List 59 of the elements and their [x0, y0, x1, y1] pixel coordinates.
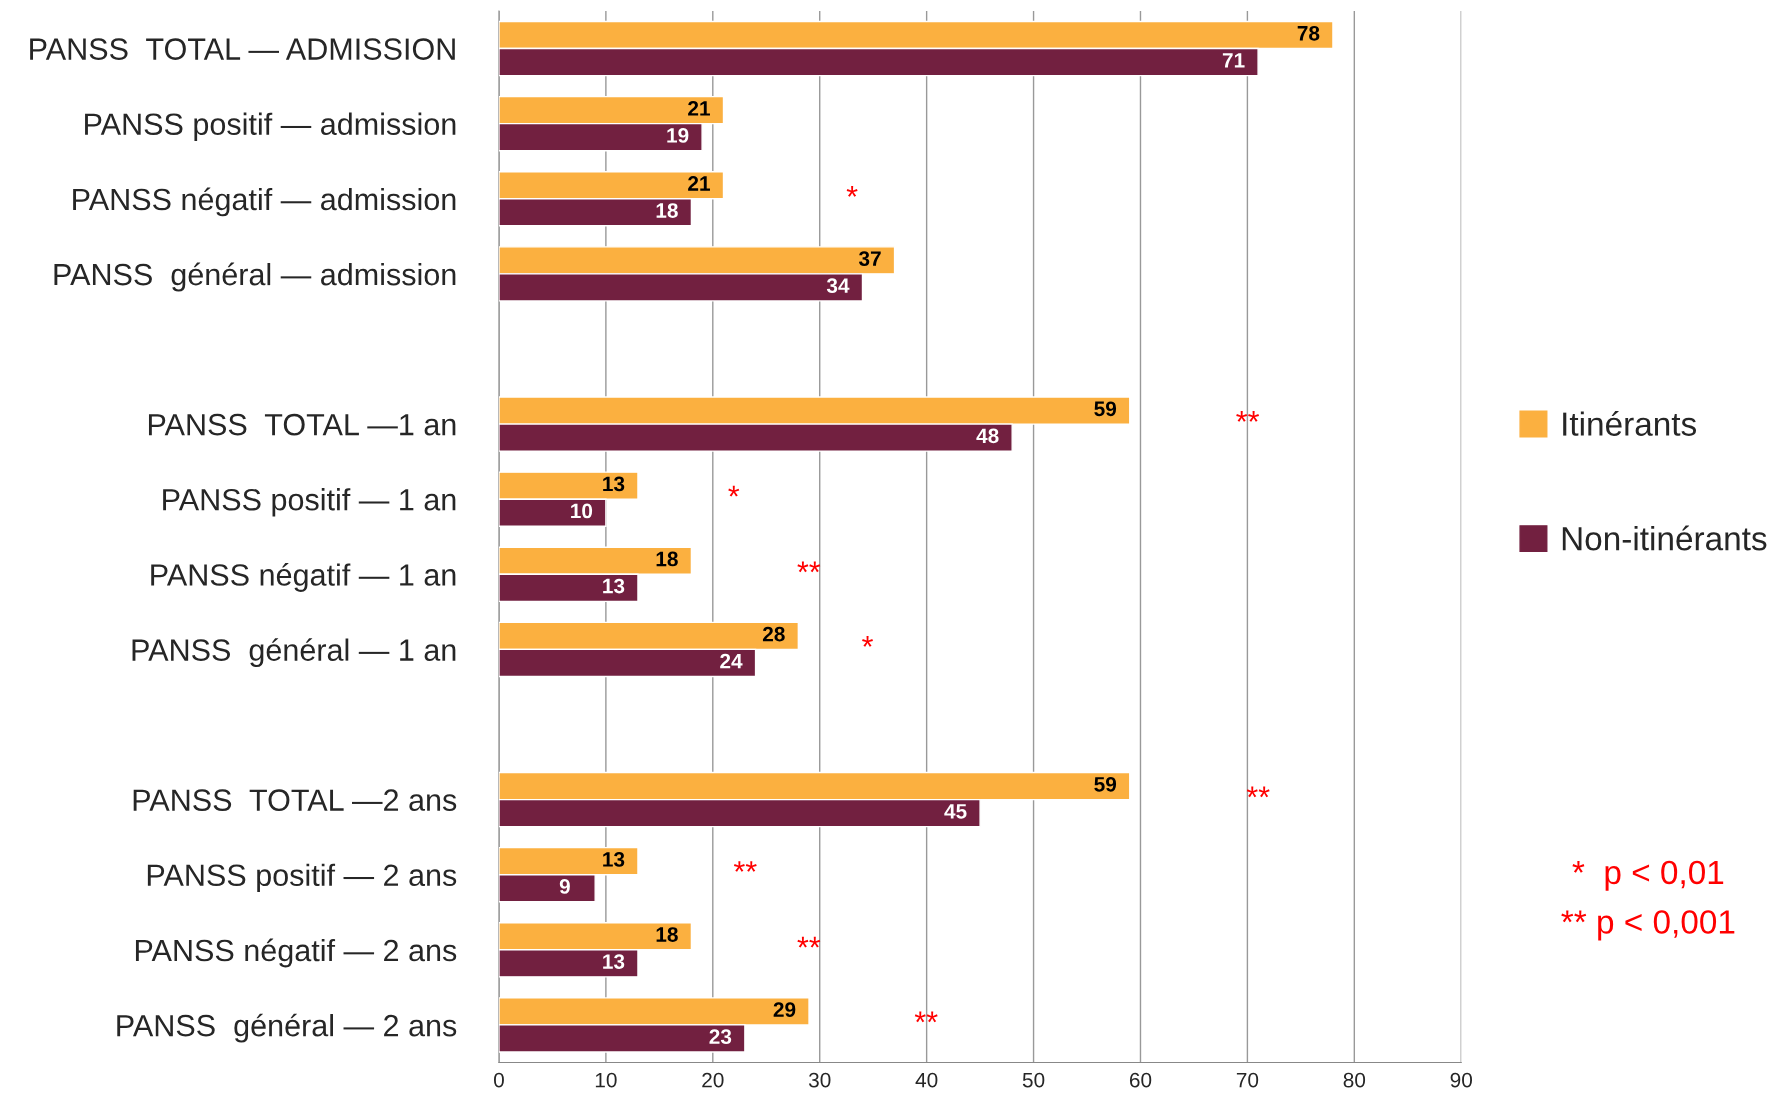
legend-label: Non-itinérants — [1562, 525, 1767, 551]
x-tick-label: 20 — [702, 1072, 724, 1088]
annotation: ** — [1236, 411, 1260, 422]
data-label: 59 — [1094, 776, 1117, 792]
x-tick-label: 10 — [595, 1072, 617, 1088]
y-tick-label: PANSS positif — 2 ans — [147, 863, 457, 893]
x-tick-label: 60 — [1129, 1072, 1152, 1088]
y-tick-label: PANSS général — 2 ans — [117, 1013, 457, 1043]
y-tick-label: PANSS positif — 1 an — [163, 488, 456, 517]
annotation: ** — [733, 861, 757, 872]
annotation: ** — [1246, 786, 1270, 798]
text: ** p < 0,001 — [1561, 910, 1735, 941]
y-tick-label: PANSS négatif — admission — [73, 187, 456, 217]
data-label: 45 — [944, 804, 967, 819]
data-label: 48 — [976, 428, 999, 444]
legend-label: Itinérants — [1563, 411, 1697, 436]
x-tick-label: 90 — [1450, 1072, 1473, 1088]
data-label: 13 — [603, 578, 625, 594]
data-label: 78 — [1297, 25, 1320, 41]
data-label: 23 — [709, 1029, 732, 1045]
data-label: 10 — [571, 503, 593, 519]
x-tick-label: 40 — [915, 1072, 938, 1088]
data-label: 24 — [720, 653, 743, 669]
y-tick-label: PANSS général — admission — [54, 262, 456, 292]
x-tick-label: 0 — [493, 1072, 504, 1088]
data-label: 19 — [667, 128, 689, 143]
data-label: 37 — [858, 251, 881, 266]
annotation: * — [846, 186, 858, 197]
y-tick-label: PANSS positif — admission — [85, 112, 456, 142]
x-tick-label: 50 — [1022, 1072, 1045, 1088]
data-label: 13 — [603, 476, 625, 492]
data-label: 18 — [656, 203, 678, 218]
annotation: ** — [914, 1011, 938, 1023]
data-label: 18 — [656, 551, 678, 567]
x-tick-label: 30 — [808, 1072, 831, 1088]
y-tick-label: PANSS TOTAL — ADMISSION — [30, 38, 455, 60]
annotation: ** — [797, 936, 821, 948]
annotation: ** — [797, 561, 821, 573]
x-tick-label: 70 — [1236, 1072, 1259, 1088]
y-tick-label: PANSS négatif — 2 ans — [135, 938, 457, 968]
data-label: 13 — [603, 954, 625, 969]
data-label: 59 — [1094, 401, 1117, 417]
y-tick-label: PANSS TOTAL —1 an — [148, 413, 456, 436]
text: * p < 0,01 — [1572, 860, 1724, 891]
data-label: 21 — [688, 176, 710, 191]
data-label: 28 — [762, 626, 785, 642]
data-label: 21 — [688, 100, 710, 116]
data-label: 9 — [559, 879, 570, 894]
y-tick-label: PANSS négatif — 1 an — [151, 563, 456, 592]
annotation: * — [728, 485, 740, 497]
y-tick-label: PANSS TOTAL —2 ans — [133, 789, 457, 811]
data-label: 34 — [826, 278, 850, 294]
data-label: 71 — [1222, 53, 1245, 68]
x-tick-label: 80 — [1343, 1072, 1366, 1088]
y-tick-label: PANSS général — 1 an — [132, 638, 456, 667]
data-label: 29 — [773, 1002, 796, 1017]
annotation: * — [862, 636, 873, 647]
data-label: 18 — [656, 927, 678, 942]
data-label: 13 — [603, 852, 625, 867]
